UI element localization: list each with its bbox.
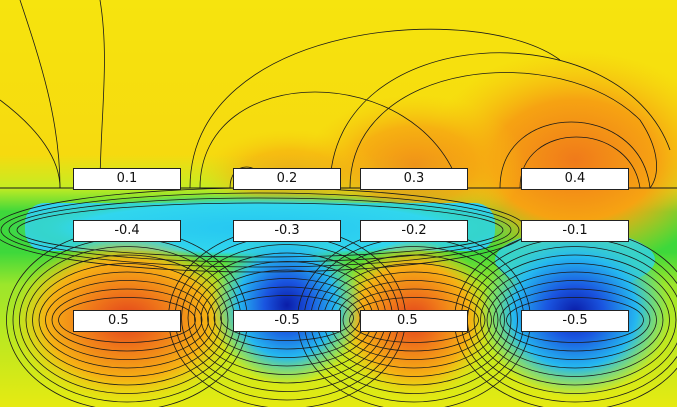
contour-pole-4-4	[486, 271, 664, 369]
electrode-label-row3-1: 0.5	[73, 310, 181, 332]
electrode-label-row2-1: -0.4	[73, 220, 181, 242]
contour-arc-8	[19, 0, 61, 189]
contour-band-3	[0, 192, 520, 268]
electrode-label-row1-4: 0.4	[521, 168, 629, 190]
contour-pole-1-2	[51, 288, 203, 352]
electrode-label-row1-1: 0.1	[73, 168, 181, 190]
contour-pole-1-5	[32, 263, 222, 377]
contour-pole-4-6	[473, 254, 677, 386]
contour-pole-1-4	[38, 271, 216, 369]
electrode-label-row2-2: -0.3	[233, 220, 341, 242]
contour-arc-6	[189, 28, 561, 189]
electrode-label-row3-2: -0.5	[233, 310, 341, 332]
electrode-label-row2-3: -0.2	[360, 220, 468, 242]
contour-pole-3-1	[349, 297, 479, 343]
contour-arc-1	[349, 72, 657, 189]
contour-arc-9	[0, 99, 61, 189]
contour-band-2	[8, 197, 512, 263]
contour-arc-3	[499, 121, 651, 189]
contour-pole-4-1	[506, 297, 644, 343]
contour-band-1	[16, 202, 504, 258]
contour-pole-2-1	[220, 295, 354, 341]
contour-pole-1-6	[25, 254, 229, 386]
electrode-label-row1-3: 0.3	[360, 168, 468, 190]
contour-arc-7	[99, 0, 105, 189]
contour-pole-1-1	[58, 297, 196, 343]
electrode-label-row3-4: -0.5	[521, 310, 629, 332]
contour-arc-5	[199, 91, 461, 189]
contour-pole-4-2	[499, 288, 651, 352]
contour-pole-4-3	[493, 280, 657, 360]
electrode-label-row3-3: 0.5	[360, 310, 468, 332]
contour-pole-1-3	[45, 280, 209, 360]
electrode-label-row1-2: 0.2	[233, 168, 341, 190]
electrode-label-row2-4: -0.1	[521, 220, 629, 242]
contour-pole-4-5	[480, 263, 670, 377]
contour-arc-4	[519, 136, 641, 189]
contour-pole-3-2	[342, 288, 486, 352]
